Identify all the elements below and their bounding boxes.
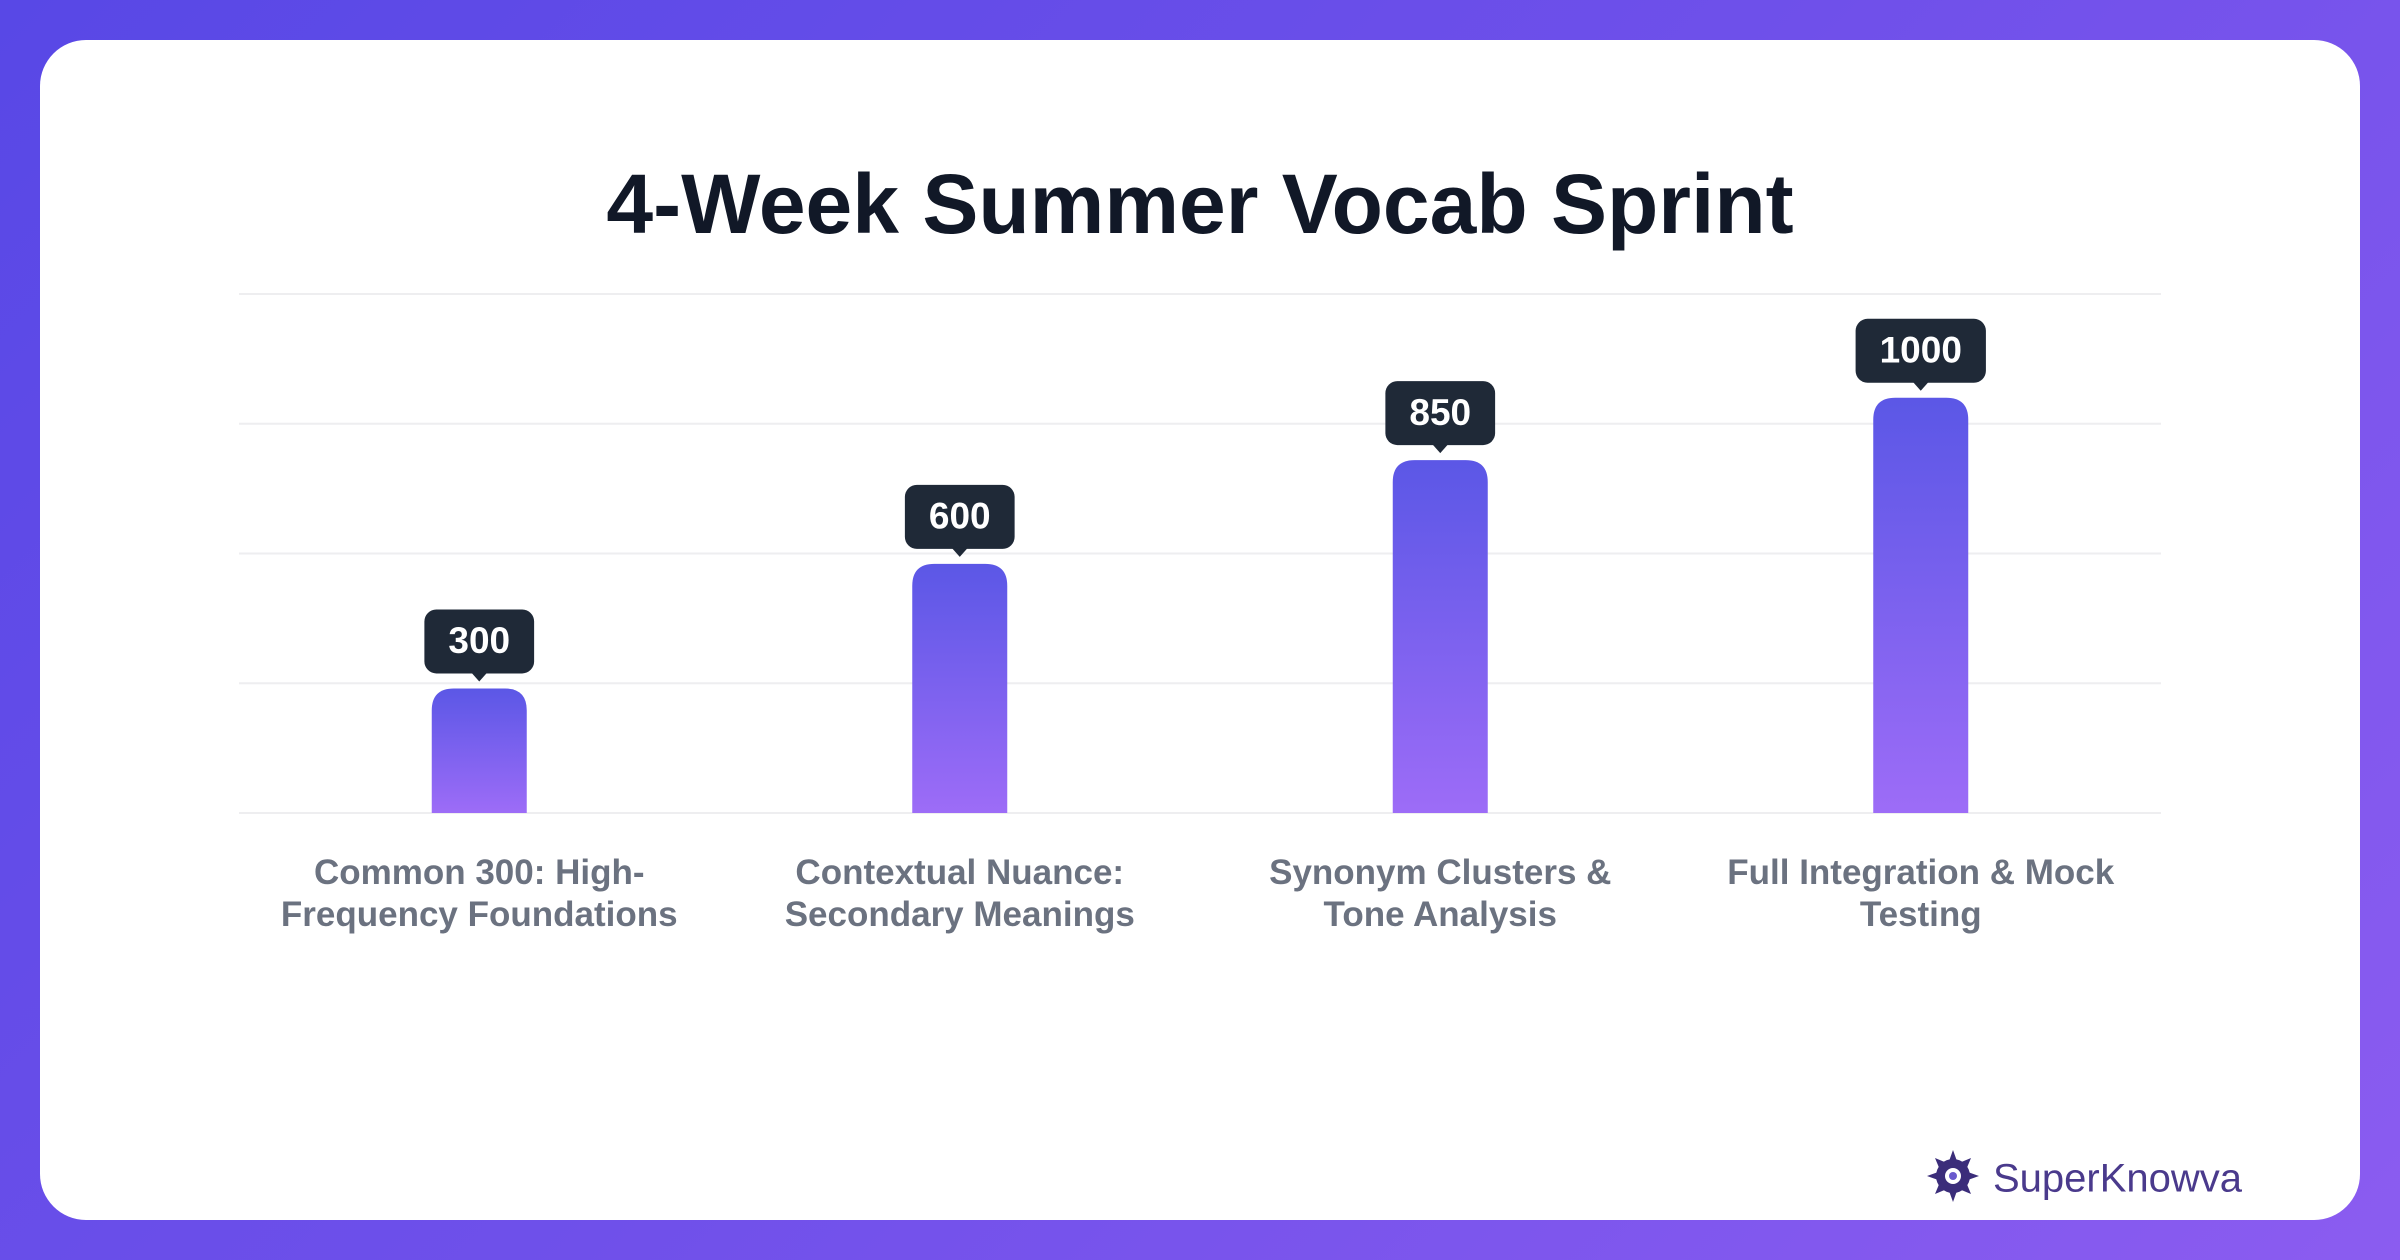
value-label: 1000 [1880, 330, 1962, 371]
brand-logo [1927, 1150, 1979, 1202]
x-tick-label-line: Secondary Meanings [785, 895, 1135, 934]
value-label-pointer [951, 547, 968, 557]
value-label-pointer [1912, 381, 1929, 391]
x-tick-label-line: Contextual Nuance: [795, 853, 1124, 892]
brand-name: SuperKnowva [1993, 1157, 2243, 1201]
bar [431, 688, 527, 813]
value-label-box [904, 484, 1015, 549]
chart-title: 4-Week Summer Vocab Sprint [606, 157, 1793, 251]
value-label: 600 [929, 496, 991, 537]
x-tick-label: Contextual Nuance: Secondary Meanings [785, 853, 1135, 934]
value-label-box [1385, 381, 1496, 446]
value-label: 300 [448, 620, 510, 661]
x-tick-label-line: Synonym Clusters & [1269, 853, 1611, 892]
value-label-box [424, 609, 535, 674]
value-label-pointer [471, 672, 488, 682]
x-tick-label-line: Testing [1860, 895, 1982, 934]
value-label-pointer [1432, 444, 1449, 454]
bar [1392, 460, 1488, 813]
x-tick-label: Synonym Clusters & Tone Analysis [1269, 853, 1611, 934]
card [40, 40, 2360, 1220]
value-label: 850 [1409, 392, 1471, 433]
x-tick-label: Common 300: High-Frequency Foundations [281, 853, 678, 934]
x-tick-label-line: Full Integration & Mock [1727, 853, 2114, 892]
x-tick-label-line: Tone Analysis [1324, 895, 1557, 934]
value-label-box [1855, 318, 1986, 383]
x-tick-label: Full Integration & Mock Testing [1727, 853, 2114, 934]
x-tick-label-line: Frequency Foundations [281, 895, 678, 934]
x-tick-label-line: Common 300: High- [314, 853, 645, 892]
bar [912, 563, 1008, 813]
bar [1873, 397, 1969, 813]
